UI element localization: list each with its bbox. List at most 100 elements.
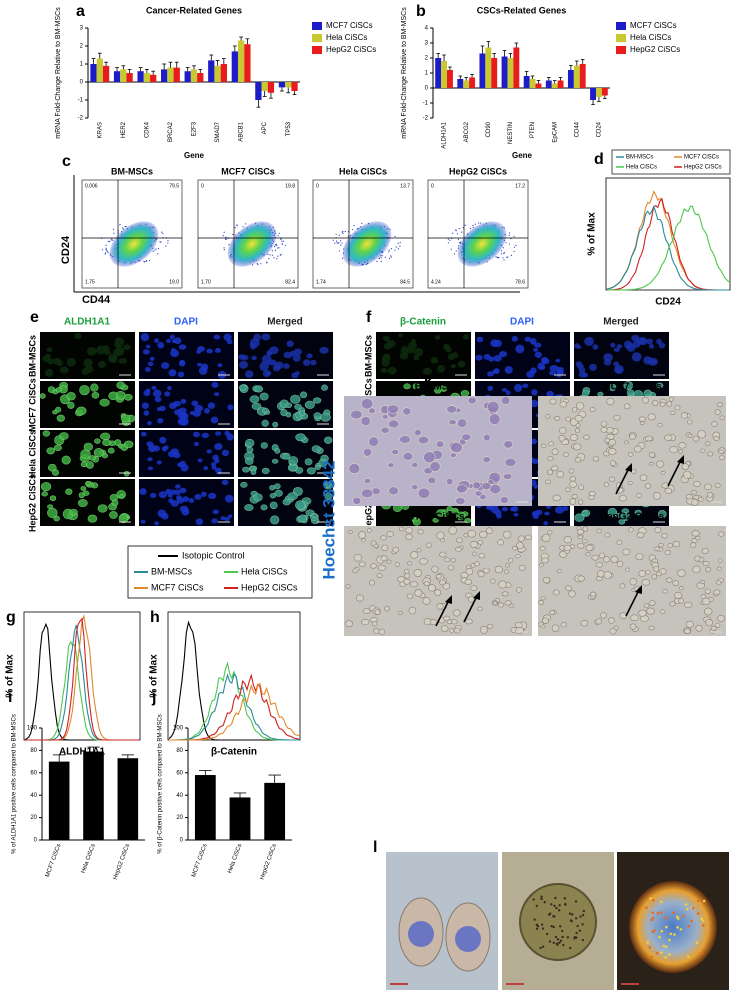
cell: [154, 338, 160, 344]
event-dot: [242, 226, 244, 228]
granule: [672, 911, 675, 914]
cell: [660, 471, 666, 475]
cell: [397, 611, 403, 616]
cell: [259, 392, 269, 401]
granule: [676, 917, 680, 920]
cell: [497, 602, 505, 608]
cell: [352, 568, 359, 573]
event-dot: [508, 243, 511, 245]
cell: [502, 530, 512, 539]
cell: [574, 457, 582, 463]
quadrant-value: 17.2: [515, 183, 525, 189]
y-tick-label: 1: [425, 71, 429, 77]
cell: [253, 493, 263, 502]
event-dot: [500, 253, 503, 255]
cell: [320, 412, 331, 422]
granule: [579, 915, 582, 918]
event-dot: [344, 230, 346, 233]
cell: [429, 461, 441, 472]
cell: [644, 483, 652, 489]
cell: [217, 363, 223, 368]
event-dot: [121, 227, 124, 229]
bar: [229, 797, 251, 840]
cell: [194, 404, 204, 412]
granule: [660, 929, 664, 933]
cell: [176, 495, 183, 501]
cell: [194, 493, 202, 500]
cell: [707, 451, 714, 457]
granule: [651, 911, 655, 914]
bar: [117, 758, 139, 840]
image-title: BM-MSCs: [415, 382, 462, 393]
cell: [400, 346, 410, 355]
cell: [123, 440, 134, 449]
cell: [191, 400, 199, 407]
bar: [90, 64, 97, 82]
cell: [628, 527, 634, 533]
cell: [45, 368, 54, 377]
cell: [208, 492, 217, 500]
event-dot: [223, 249, 225, 251]
cell: [104, 350, 111, 355]
column-label: Merged: [267, 317, 303, 328]
cell: [392, 546, 400, 553]
cell: [246, 446, 254, 453]
cell: [603, 482, 610, 488]
cell: [107, 447, 115, 454]
granule: [540, 895, 543, 898]
granule: [659, 900, 663, 904]
cell: [482, 567, 490, 574]
quadrant-value: 82.4: [285, 279, 295, 285]
granule: [673, 933, 676, 936]
legend-label: Hela CiSCs: [630, 33, 671, 42]
cell: [465, 567, 474, 576]
cell: [61, 455, 71, 465]
cell: [192, 431, 200, 438]
cell: [531, 389, 538, 396]
cell: [140, 333, 150, 342]
x-axis-label: Gene: [512, 151, 533, 160]
cell: [705, 441, 711, 446]
sample-title: MCF7 CiSCs: [221, 166, 275, 176]
y-axis-label: % of Max: [587, 212, 598, 256]
cell: [414, 428, 422, 437]
event-dot: [273, 245, 276, 248]
cell: [298, 514, 307, 523]
cell: [613, 361, 620, 367]
granule: [561, 935, 564, 939]
event-dot: [455, 250, 457, 252]
event-dot: [480, 222, 482, 224]
histogram-curve: [24, 622, 139, 741]
cell: [547, 530, 553, 535]
cell: [476, 336, 484, 343]
cell: [477, 539, 484, 545]
cell: [67, 401, 75, 409]
granule: [701, 919, 705, 922]
granule: [684, 903, 688, 906]
bar: [197, 73, 204, 82]
granule: [564, 902, 567, 906]
bar: [120, 69, 127, 82]
granule: [651, 916, 655, 920]
cell: [533, 347, 539, 352]
cell: [555, 358, 561, 363]
nucleus: [408, 921, 434, 947]
panel-label: g: [6, 609, 16, 626]
cell: [680, 412, 689, 419]
granule: [665, 925, 668, 929]
cell: [227, 514, 233, 518]
cell: [399, 435, 411, 444]
bar: [137, 71, 144, 82]
legend-swatch: [616, 46, 626, 54]
event-dot: [278, 247, 280, 249]
event-dot: [508, 232, 511, 234]
bar: [167, 67, 174, 82]
cell: [113, 348, 123, 357]
cell: [260, 442, 268, 449]
cell: [446, 478, 454, 486]
event-dot: [152, 250, 154, 252]
cell: [659, 401, 666, 407]
cell: [262, 407, 269, 414]
cell: [358, 531, 367, 539]
y-tick-label: -1: [78, 98, 84, 104]
